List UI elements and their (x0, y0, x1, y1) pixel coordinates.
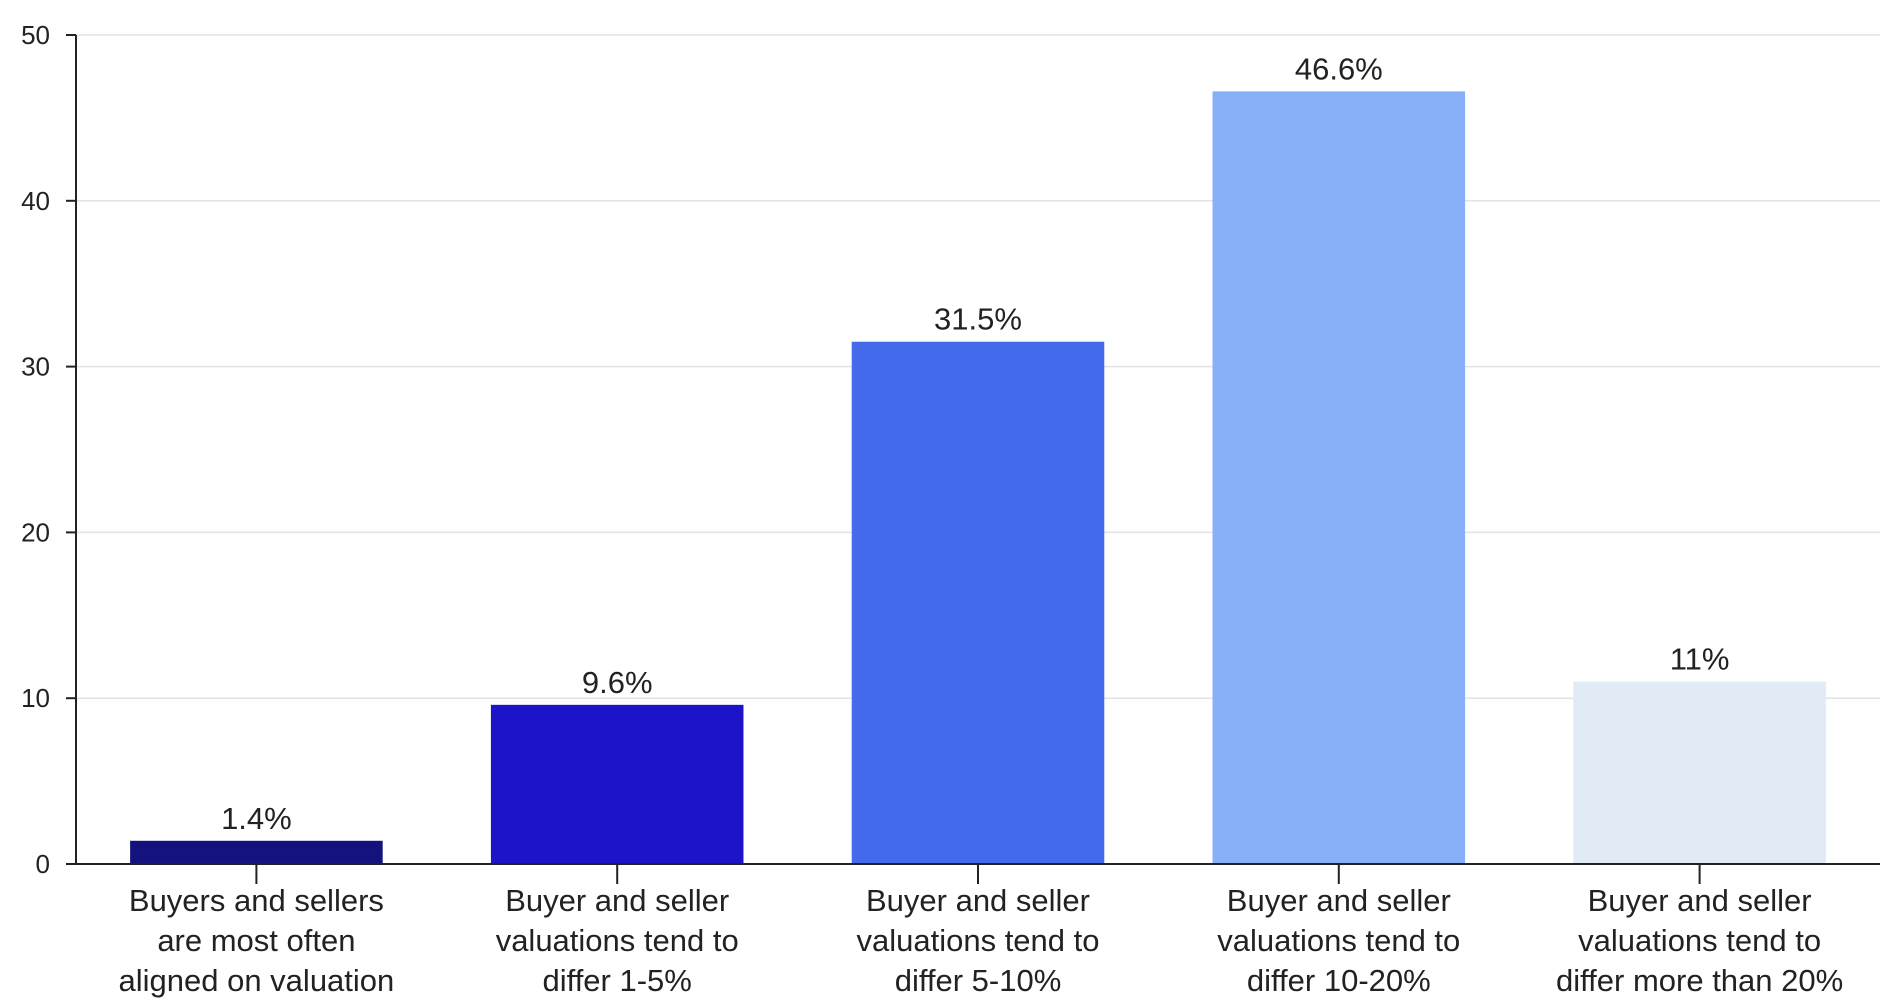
y-tick-label: 50 (21, 20, 50, 50)
x-tick-label: are most often (157, 923, 355, 958)
y-tick-label: 0 (36, 849, 50, 879)
x-tick-label: differ more than 20% (1556, 963, 1843, 998)
x-tick-label: valuations tend to (856, 923, 1099, 958)
x-tick-label: Buyer and seller (1227, 883, 1451, 918)
x-tick-label: valuations tend to (1217, 923, 1460, 958)
bar (1212, 91, 1466, 864)
x-axis: Buyers and sellers are most often aligned … (76, 863, 1880, 998)
x-tick-label: Buyers and sellers (129, 883, 384, 918)
bars (130, 91, 1826, 865)
y-tick-label: 40 (21, 186, 50, 216)
data-label: 31.5% (934, 302, 1022, 337)
data-label: 11% (1670, 642, 1730, 677)
x-tick-label: differ 10-20% (1247, 963, 1431, 998)
bar (490, 704, 744, 864)
y-tick-label: 30 (21, 352, 50, 382)
x-tick-label: valuations tend to (1578, 923, 1821, 958)
x-tick-label: differ 1-5% (543, 963, 692, 998)
bar (1573, 681, 1826, 864)
x-tick-label: Buyer and seller (505, 883, 729, 918)
bar (130, 840, 383, 864)
x-tick-label: aligned on valuation (119, 963, 395, 998)
y-axis: 0 10 20 30 40 50 (21, 20, 77, 879)
x-tick-label: Buyer and seller (866, 883, 1090, 918)
data-label: 46.6% (1295, 51, 1383, 86)
data-label: 1.4% (221, 801, 292, 836)
y-tick-label: 20 (21, 517, 50, 547)
bar (851, 341, 1105, 865)
x-tick-label: Buyer and seller (1588, 883, 1812, 918)
x-tick-label: valuations tend to (496, 923, 739, 958)
x-tick-label: differ 5-10% (895, 963, 1062, 998)
data-labels: 1.4% 9.6% 31.5% 46.6% 11% (221, 51, 1729, 835)
data-label: 9.6% (582, 665, 653, 700)
y-tick-label: 10 (21, 683, 50, 713)
